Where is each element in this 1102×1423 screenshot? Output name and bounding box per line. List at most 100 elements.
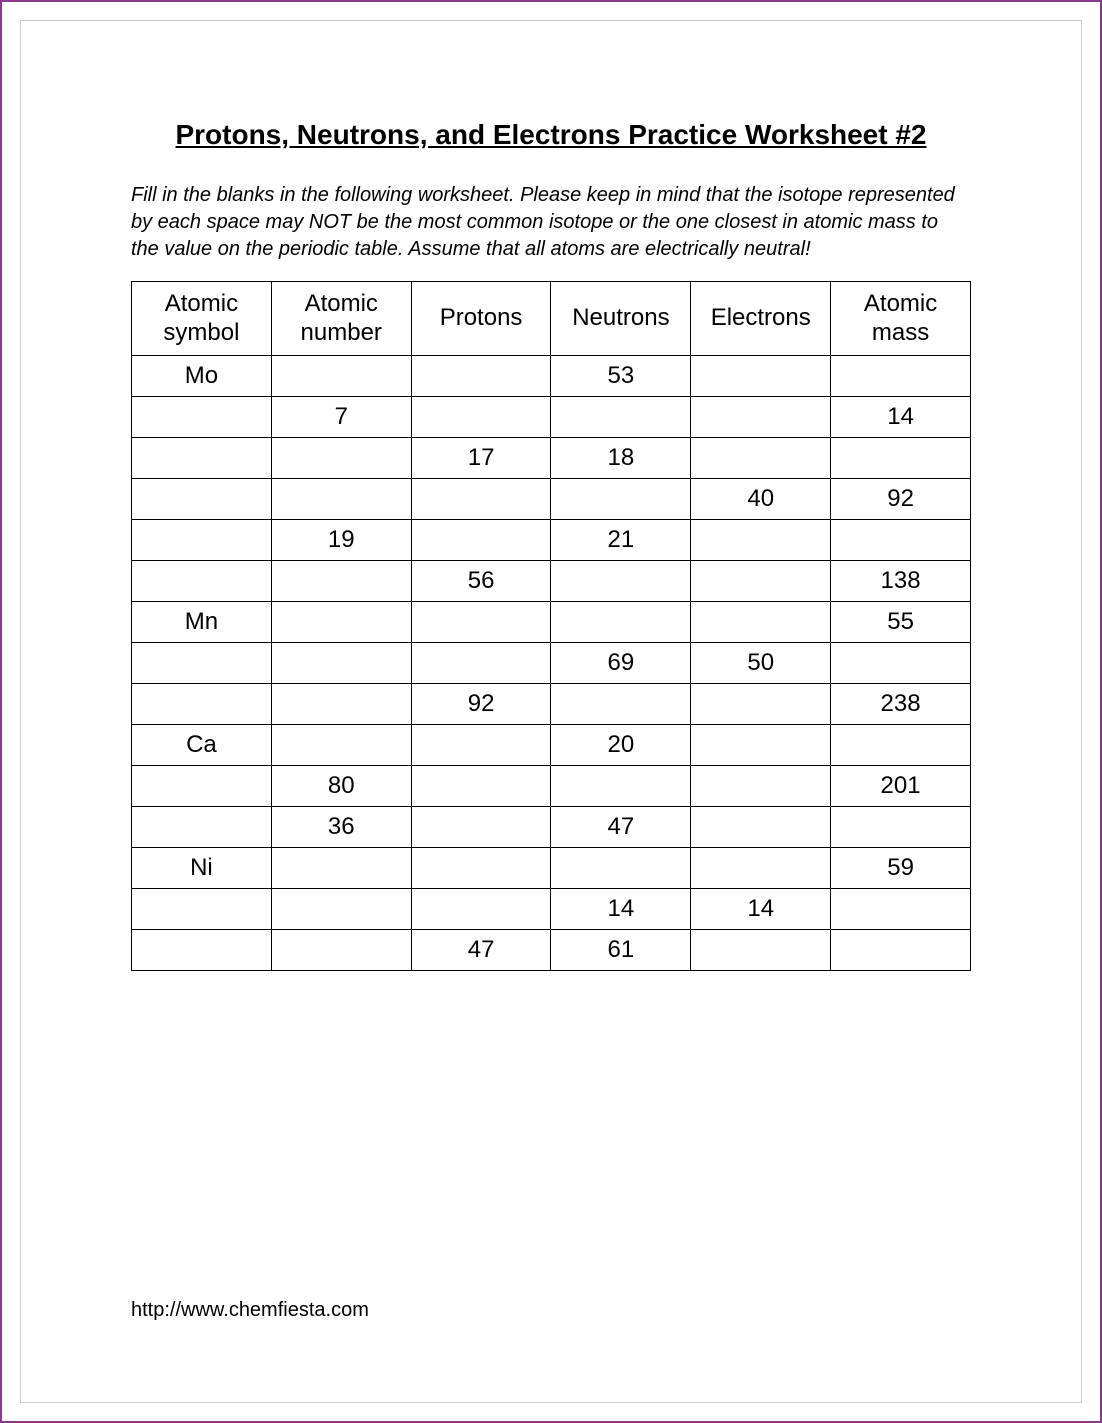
table-cell bbox=[411, 725, 551, 766]
table-cell bbox=[411, 766, 551, 807]
table-cell bbox=[691, 438, 831, 479]
table-body: Mo5371417184092192156138Mn55695092238Ca2… bbox=[132, 356, 971, 971]
table-cell bbox=[551, 561, 691, 602]
table-cell bbox=[132, 520, 272, 561]
table-row: Mn 55 bbox=[132, 602, 971, 643]
table-cell: 92 bbox=[831, 479, 971, 520]
table-cell bbox=[132, 684, 272, 725]
table-cell: 59 bbox=[831, 848, 971, 889]
col-protons: Protons bbox=[411, 281, 551, 356]
table-cell: 17 bbox=[411, 438, 551, 479]
table-cell bbox=[411, 520, 551, 561]
table-cell: Ni bbox=[132, 848, 272, 889]
table-cell bbox=[132, 643, 272, 684]
table-cell bbox=[411, 602, 551, 643]
table-cell bbox=[691, 397, 831, 438]
worksheet-table: Atomicsymbol Atomicnumber Protons Neutro… bbox=[131, 281, 971, 972]
table-cell bbox=[831, 930, 971, 971]
col-atomic-number: Atomicnumber bbox=[271, 281, 411, 356]
table-cell bbox=[831, 356, 971, 397]
table-row: Ni 59 bbox=[132, 848, 971, 889]
table-row: 92238 bbox=[132, 684, 971, 725]
table-cell bbox=[691, 684, 831, 725]
table-cell bbox=[411, 643, 551, 684]
table-row: 7 14 bbox=[132, 397, 971, 438]
table-cell bbox=[411, 356, 551, 397]
table-cell: 53 bbox=[551, 356, 691, 397]
table-cell bbox=[551, 397, 691, 438]
table-cell bbox=[551, 766, 691, 807]
table-cell: 50 bbox=[691, 643, 831, 684]
table-cell bbox=[831, 520, 971, 561]
table-cell: 92 bbox=[411, 684, 551, 725]
col-electrons: Electrons bbox=[691, 281, 831, 356]
table-cell bbox=[691, 766, 831, 807]
table-cell bbox=[691, 807, 831, 848]
table-cell bbox=[411, 397, 551, 438]
table-cell: 7 bbox=[271, 397, 411, 438]
table-cell bbox=[271, 848, 411, 889]
table-cell: Ca bbox=[132, 725, 272, 766]
table-row: 4761 bbox=[132, 930, 971, 971]
inner-frame: Protons, Neutrons, and Electrons Practic… bbox=[20, 20, 1082, 1403]
table-cell bbox=[271, 889, 411, 930]
table-cell bbox=[411, 889, 551, 930]
worksheet-instructions: Fill in the blanks in the following work… bbox=[131, 182, 971, 263]
table-cell bbox=[132, 807, 272, 848]
table-cell: Mo bbox=[132, 356, 272, 397]
table-row: 4092 bbox=[132, 479, 971, 520]
table-cell bbox=[551, 602, 691, 643]
table-cell bbox=[551, 479, 691, 520]
table-cell: Mn bbox=[132, 602, 272, 643]
table-cell: 14 bbox=[551, 889, 691, 930]
table-cell bbox=[831, 807, 971, 848]
table-cell bbox=[691, 356, 831, 397]
table-cell bbox=[551, 848, 691, 889]
table-cell bbox=[132, 397, 272, 438]
table-cell bbox=[132, 561, 272, 602]
col-atomic-mass: Atomicmass bbox=[831, 281, 971, 356]
table-cell: 18 bbox=[551, 438, 691, 479]
table-cell bbox=[271, 602, 411, 643]
table-cell bbox=[132, 479, 272, 520]
table-row: 36 47 bbox=[132, 807, 971, 848]
table-header-row: Atomicsymbol Atomicnumber Protons Neutro… bbox=[132, 281, 971, 356]
table-cell: 56 bbox=[411, 561, 551, 602]
table-cell: 14 bbox=[831, 397, 971, 438]
table-cell bbox=[271, 356, 411, 397]
table-cell bbox=[411, 848, 551, 889]
table-cell bbox=[271, 725, 411, 766]
table-cell bbox=[132, 438, 272, 479]
table-row: 1414 bbox=[132, 889, 971, 930]
table-cell: 47 bbox=[551, 807, 691, 848]
table-cell bbox=[271, 643, 411, 684]
table-cell bbox=[271, 930, 411, 971]
table-cell bbox=[691, 848, 831, 889]
table-cell: 55 bbox=[831, 602, 971, 643]
col-neutrons: Neutrons bbox=[551, 281, 691, 356]
table-row: 1718 bbox=[132, 438, 971, 479]
table-cell: 69 bbox=[551, 643, 691, 684]
table-cell: 36 bbox=[271, 807, 411, 848]
table-cell: 201 bbox=[831, 766, 971, 807]
table-cell bbox=[831, 889, 971, 930]
worksheet-title: Protons, Neutrons, and Electrons Practic… bbox=[131, 116, 971, 154]
table-row: Mo 53 bbox=[132, 356, 971, 397]
table-cell: 20 bbox=[551, 725, 691, 766]
table-row: 56138 bbox=[132, 561, 971, 602]
table-cell bbox=[691, 930, 831, 971]
outer-frame: Protons, Neutrons, and Electrons Practic… bbox=[0, 0, 1102, 1423]
table-row: Ca 20 bbox=[132, 725, 971, 766]
table-cell bbox=[132, 930, 272, 971]
table-cell bbox=[691, 725, 831, 766]
table-cell bbox=[831, 725, 971, 766]
table-row: 6950 bbox=[132, 643, 971, 684]
table-cell bbox=[271, 438, 411, 479]
table-cell: 80 bbox=[271, 766, 411, 807]
table-cell bbox=[691, 561, 831, 602]
table-cell bbox=[691, 602, 831, 643]
table-cell bbox=[411, 807, 551, 848]
table-cell bbox=[132, 889, 272, 930]
table-cell: 14 bbox=[691, 889, 831, 930]
col-atomic-symbol: Atomicsymbol bbox=[132, 281, 272, 356]
